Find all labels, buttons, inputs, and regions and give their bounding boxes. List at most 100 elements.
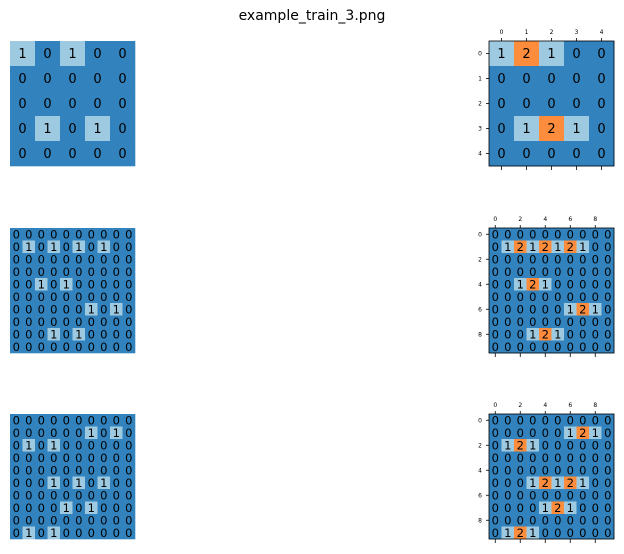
grid-cell bbox=[589, 414, 602, 427]
cell-value: 0 bbox=[529, 227, 536, 241]
grid-cell bbox=[72, 451, 86, 465]
grid-cell bbox=[514, 328, 527, 341]
grid-cell bbox=[589, 501, 602, 515]
grid-cell bbox=[489, 439, 502, 452]
grid-cell bbox=[489, 476, 502, 490]
cell-value: 0 bbox=[100, 413, 107, 427]
grid-cell bbox=[35, 91, 61, 117]
cell-value: 0 bbox=[75, 290, 82, 304]
grid-cell bbox=[514, 439, 527, 452]
cell-value: 1 bbox=[529, 240, 536, 254]
cell-value: 0 bbox=[75, 413, 82, 427]
cell-value: 0 bbox=[13, 451, 20, 465]
grid-cell bbox=[97, 278, 111, 291]
cell-value: 1 bbox=[18, 47, 26, 62]
grid-cell bbox=[539, 265, 552, 279]
cell-value: 0 bbox=[529, 302, 536, 316]
grid-cell bbox=[47, 489, 61, 502]
grid-cell bbox=[576, 464, 590, 477]
cell-value: 0 bbox=[592, 252, 599, 266]
cell-value: 0 bbox=[38, 265, 45, 279]
cell-value: 0 bbox=[554, 438, 561, 452]
grid-cell bbox=[601, 340, 615, 354]
grid-cell bbox=[85, 290, 98, 304]
grid-cell bbox=[514, 476, 527, 490]
grid-cell bbox=[72, 315, 86, 329]
cell-value: 0 bbox=[547, 97, 555, 112]
cell-value: 0 bbox=[13, 501, 20, 515]
cell-value: 1 bbox=[522, 122, 530, 137]
grid-cell bbox=[35, 476, 48, 490]
cell-value: 0 bbox=[604, 476, 611, 490]
grid-cell bbox=[539, 315, 552, 329]
grid-cell bbox=[601, 303, 615, 316]
cell-value: 0 bbox=[63, 265, 70, 279]
grid-cell bbox=[85, 303, 98, 316]
grid-cell bbox=[551, 340, 565, 354]
grid-cell bbox=[601, 501, 615, 515]
cell-value: 1 bbox=[592, 302, 599, 316]
cell-value: 0 bbox=[25, 413, 32, 427]
grid-cell bbox=[110, 116, 136, 142]
cell-value: 0 bbox=[542, 290, 549, 304]
grid-cell bbox=[501, 501, 515, 515]
cell-value: 0 bbox=[13, 265, 20, 279]
cell-value: 0 bbox=[572, 72, 580, 87]
grid-cell bbox=[35, 426, 48, 440]
cell-value: 0 bbox=[504, 513, 511, 527]
cell-value: 0 bbox=[100, 501, 107, 515]
x-tick-label: 0 bbox=[493, 216, 497, 223]
cell-value: 1 bbox=[50, 526, 57, 540]
grid-cell bbox=[47, 501, 61, 515]
grid-cell bbox=[526, 526, 540, 540]
grid-cell bbox=[489, 66, 515, 92]
cell-value: 0 bbox=[113, 463, 120, 477]
x-tick-label: 8 bbox=[593, 216, 597, 223]
cell-value: 2 bbox=[579, 426, 586, 440]
grid-cell bbox=[85, 91, 111, 117]
cell-value: 0 bbox=[100, 526, 107, 540]
grid-cell bbox=[576, 451, 590, 465]
grid-cell bbox=[539, 464, 552, 477]
grid-cell bbox=[551, 464, 565, 477]
grid-cell bbox=[501, 526, 515, 540]
cell-value: 0 bbox=[492, 438, 499, 452]
grid-cell bbox=[501, 315, 515, 329]
cell-value: 0 bbox=[542, 451, 549, 465]
x-tick-label: 2 bbox=[518, 216, 522, 223]
grid-cell bbox=[539, 303, 552, 316]
grid-cell bbox=[22, 514, 36, 527]
grid-cell bbox=[576, 340, 590, 354]
grid-cell bbox=[72, 253, 86, 266]
cell-value: 0 bbox=[529, 252, 536, 266]
grid-cell bbox=[514, 514, 527, 527]
grid-cell bbox=[47, 340, 61, 354]
cell-value: 0 bbox=[579, 501, 586, 515]
grid-cell bbox=[22, 290, 36, 304]
cell-value: 0 bbox=[125, 513, 132, 527]
cell-value: 0 bbox=[13, 252, 20, 266]
grid-cell bbox=[564, 116, 590, 142]
cell-value: 0 bbox=[38, 327, 45, 341]
grid-cell bbox=[564, 514, 577, 527]
cell-value: 0 bbox=[517, 501, 524, 515]
cell-value: 0 bbox=[25, 426, 32, 440]
cell-value: 1 bbox=[113, 302, 120, 316]
grid-cell bbox=[551, 451, 565, 465]
cell-value: 0 bbox=[554, 252, 561, 266]
grid-cell bbox=[589, 253, 602, 266]
cell-value: 0 bbox=[100, 513, 107, 527]
grid-cell bbox=[564, 476, 577, 490]
grid-cell bbox=[489, 315, 502, 329]
grid-cell bbox=[35, 228, 48, 241]
grid-cell bbox=[539, 426, 552, 440]
grid-cell bbox=[110, 426, 123, 440]
grid-cell bbox=[576, 328, 590, 341]
cell-value: 0 bbox=[75, 277, 82, 291]
cell-value: 0 bbox=[63, 227, 70, 241]
cell-value: 0 bbox=[592, 501, 599, 515]
cell-value: 2 bbox=[567, 476, 574, 490]
grid-cell bbox=[35, 116, 61, 142]
grid-cell bbox=[122, 514, 136, 527]
grid-cell bbox=[10, 464, 23, 477]
